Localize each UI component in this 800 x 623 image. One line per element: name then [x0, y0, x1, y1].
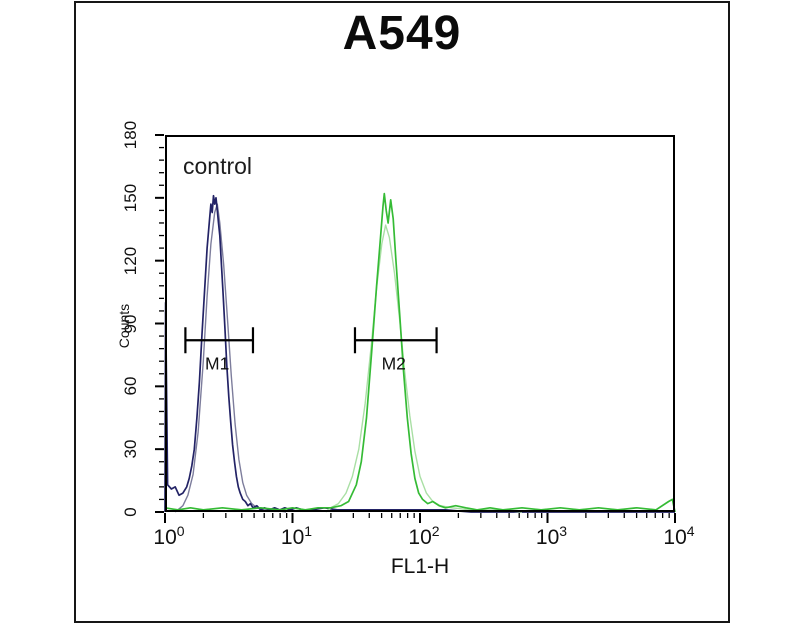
marker-label-M1: M1	[205, 353, 229, 373]
histogram-plot-canvas: M1 M2	[155, 134, 676, 523]
series-stained-green-pale	[325, 224, 523, 513]
y-axis-label: Counts	[116, 303, 132, 349]
series-control-navy	[164, 194, 675, 513]
marker-label-M2: M2	[382, 353, 406, 373]
series-stained-green-bright	[164, 192, 676, 513]
x-axis-label: FL1-H	[390, 555, 450, 578]
figure-panel-border	[74, 1, 730, 623]
series-control-gray	[174, 203, 287, 513]
marker-M2: M2	[353, 327, 438, 373]
page-title: A549	[342, 7, 462, 60]
marker-M1: M1	[184, 327, 255, 373]
control-annotation: control	[183, 153, 253, 179]
axis-ticks	[155, 134, 676, 523]
plot-border	[165, 135, 675, 512]
